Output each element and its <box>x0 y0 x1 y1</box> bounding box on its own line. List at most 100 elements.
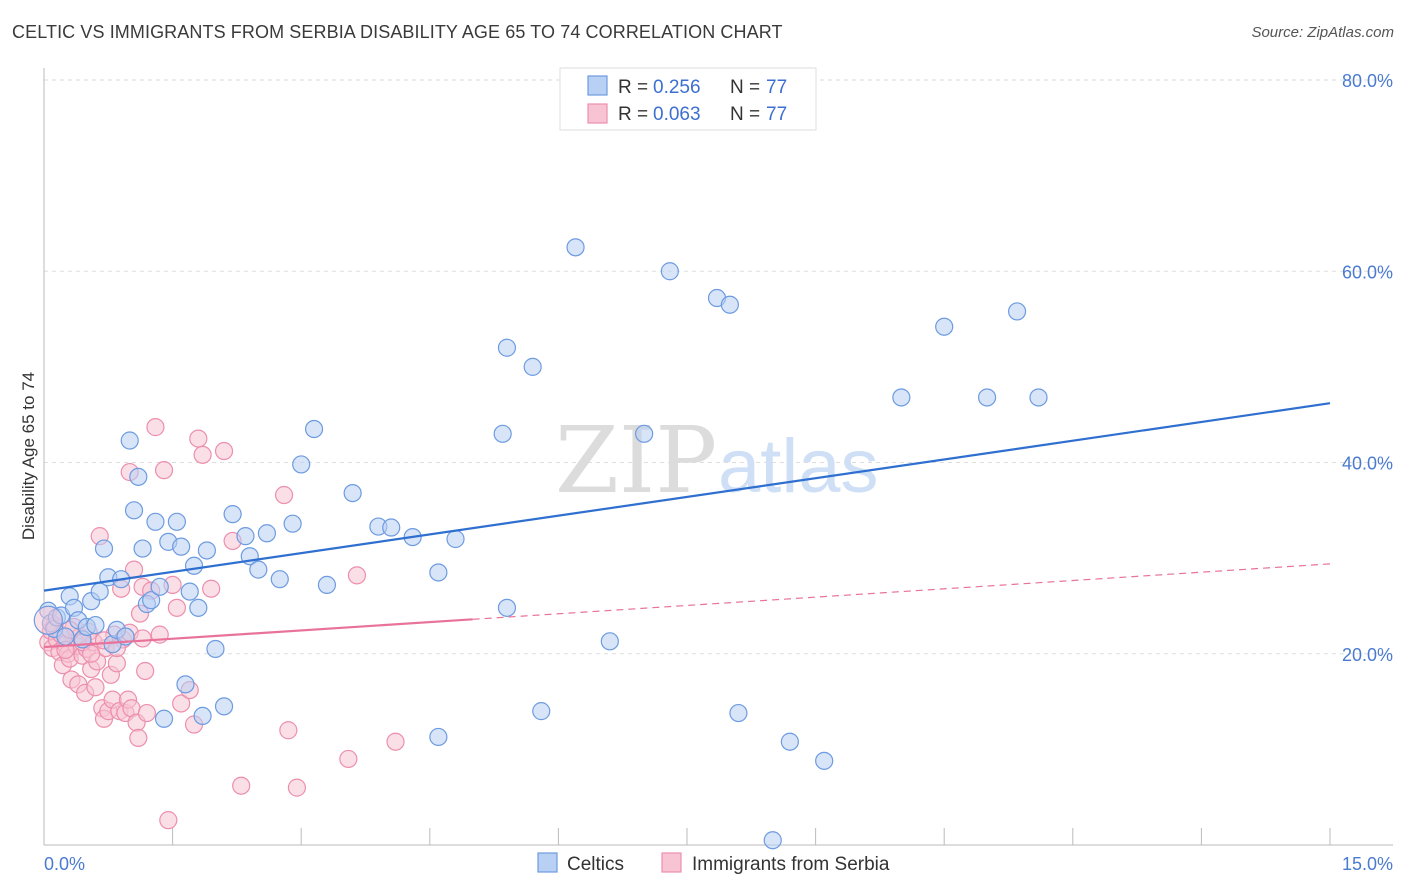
serbia-point <box>232 776 251 795</box>
serbia-point <box>154 461 174 480</box>
celtics-point <box>223 505 242 524</box>
legend-swatch-serbia <box>587 103 608 124</box>
celtics-point <box>150 577 169 596</box>
x-tick-label: 0.0% <box>44 854 85 874</box>
celtics-point <box>180 582 199 601</box>
celtics-point <box>292 455 311 474</box>
watermark: ZIP atlas <box>555 407 879 514</box>
y-tick-label: 60.0% <box>1342 262 1393 282</box>
chart-title: CELTIC VS IMMIGRANTS FROM SERBIA DISABIL… <box>12 22 783 42</box>
cluster-point <box>33 605 63 635</box>
serbia-point <box>386 732 405 751</box>
serbia-trend-line-dashed <box>472 563 1331 620</box>
trend-lines <box>43 402 1331 649</box>
celtics-point <box>270 570 289 589</box>
celtics-trend-line <box>43 402 1331 592</box>
celtics-point <box>1029 388 1048 407</box>
watermark-atlas: atlas <box>718 424 879 509</box>
legend-box: R = 0.256 N = 77 R = 0.063 N = 77 <box>559 67 817 131</box>
celtics-point <box>249 560 268 579</box>
legend-r-value: 0.256 <box>653 77 701 98</box>
y-tick-label: 80.0% <box>1342 71 1393 91</box>
celtics-point <box>124 501 144 520</box>
celtics-point <box>236 527 255 546</box>
celtics-point <box>343 484 362 503</box>
celtics-point <box>1007 302 1027 321</box>
gridlines <box>44 79 1393 655</box>
y-tick-label: 20.0% <box>1342 645 1393 665</box>
celtics-point <box>120 431 139 450</box>
celtics-point <box>429 563 448 582</box>
celtics-point <box>446 529 465 549</box>
bottom-legend-swatch-serbia <box>661 852 682 873</box>
bottom-legend-serbia: Immigrants from Serbia <box>692 854 890 875</box>
legend-r-label: R = <box>618 77 648 98</box>
legend-n-label: N = <box>730 104 760 125</box>
y-axis-label: Disability Age 65 to 74 <box>19 372 38 540</box>
celtics-point <box>815 751 834 770</box>
serbia-point <box>279 721 298 740</box>
serbia-point <box>287 778 307 797</box>
celtics-point <box>892 388 911 407</box>
celtics-point <box>257 524 277 543</box>
serbia-point <box>107 654 126 673</box>
celtics-point <box>283 514 302 533</box>
serbia-point <box>133 629 152 648</box>
serbia-point <box>347 566 367 585</box>
celtics-point <box>720 295 739 314</box>
serbia-point <box>202 579 221 598</box>
serbia-point <box>189 429 208 448</box>
celtics-point <box>197 541 216 560</box>
celtics-point <box>317 575 337 595</box>
celtics-point <box>133 539 152 558</box>
serbia-point <box>136 661 155 681</box>
x-tick-label: 15.0% <box>1342 854 1393 874</box>
celtics-point <box>935 317 954 336</box>
celtics-point <box>189 598 208 617</box>
serbia-point <box>339 749 358 769</box>
source-label: Source: ZipAtlas.com <box>1251 24 1394 41</box>
serbia-point <box>193 445 212 464</box>
serbia-point <box>137 703 156 723</box>
celtics-point <box>129 467 148 486</box>
celtics-point <box>429 727 448 747</box>
celtics-point <box>729 703 748 723</box>
bottom-legend-celtics: Celtics <box>567 854 624 875</box>
celtics-point <box>56 627 75 646</box>
bottom-legend: Celtics Immigrants from Serbia <box>537 852 890 875</box>
celtics-point <box>977 388 997 407</box>
celtics-point <box>172 537 191 556</box>
celtics-point <box>497 338 517 357</box>
celtics-point <box>94 539 114 558</box>
celtics-point <box>635 424 654 443</box>
legend-swatch-celtics <box>587 75 608 96</box>
axes <box>43 68 1393 846</box>
celtics-point <box>304 419 324 439</box>
serbia-point <box>129 728 148 748</box>
serbia-point <box>172 694 191 713</box>
celtics-point <box>206 639 225 659</box>
celtics-point <box>214 697 234 716</box>
bottom-legend-swatch-celtics <box>537 852 558 873</box>
celtics-point <box>497 598 517 617</box>
legend-n-value: 77 <box>766 77 787 98</box>
serbia-point <box>167 598 186 617</box>
y-tick-label: 40.0% <box>1342 454 1393 474</box>
celtics-point <box>780 732 799 751</box>
celtics-point <box>184 556 204 575</box>
celtics-point <box>763 831 782 850</box>
celtics-point <box>154 709 174 728</box>
celtics-point <box>167 512 186 531</box>
watermark-zip: ZIP <box>555 407 717 514</box>
celtics-point <box>523 357 542 376</box>
legend-n-label: N = <box>730 77 760 98</box>
celtics-point <box>566 238 585 257</box>
legend-r-label: R = <box>618 104 648 125</box>
serbia-point <box>274 485 294 505</box>
celtics-point <box>493 424 512 443</box>
celtics-point <box>382 518 401 537</box>
celtics-point <box>660 262 679 281</box>
serbia-point <box>214 441 234 461</box>
serbia-point <box>146 418 165 437</box>
series-celtics-points <box>33 238 1048 850</box>
